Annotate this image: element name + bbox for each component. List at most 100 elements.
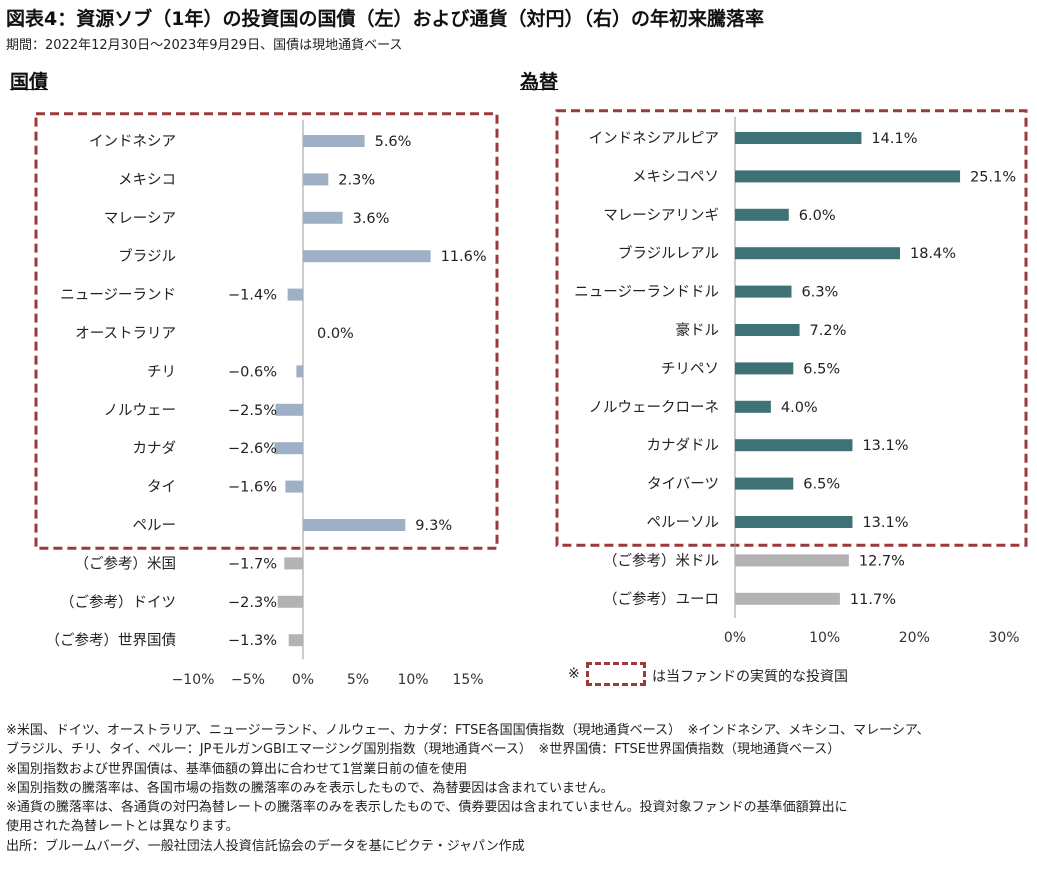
category-label: カナダドル	[647, 437, 720, 454]
category-label: インドネシアルピア	[589, 130, 719, 147]
bond-section-label: 国債	[10, 71, 49, 93]
legend-prefix: ※	[568, 666, 580, 682]
category-label: メキシコ	[118, 172, 176, 188]
bar	[274, 442, 303, 455]
bar	[735, 170, 961, 183]
category-label: ニュージーランドドル	[574, 285, 719, 301]
bar	[735, 362, 794, 375]
bar	[735, 439, 853, 452]
bar	[303, 211, 343, 224]
bar	[303, 519, 406, 531]
x-tick-label: 20%	[899, 630, 930, 646]
data-label: 7.2%	[810, 323, 847, 339]
bar	[735, 285, 792, 298]
bar	[735, 477, 794, 490]
fx-section-label: 為替	[520, 71, 559, 93]
highlight-box	[555, 109, 1028, 547]
x-tick-label: −5%	[231, 672, 265, 688]
footnote-line: 使用された為替レートとは異なります。	[6, 819, 239, 835]
data-label: 12.7%	[859, 553, 905, 569]
category-label: タイバーツ	[647, 476, 719, 493]
highlight-box	[34, 112, 499, 550]
bar	[284, 557, 303, 570]
data-label: −1.4%	[228, 288, 277, 304]
data-label: −2.6%	[228, 441, 277, 457]
data-label: 11.7%	[850, 592, 896, 608]
bar	[287, 288, 303, 301]
category-label: ニュージーランド	[60, 288, 176, 304]
footnote-line: 出所：ブルームバーグ、一般社団法人投資信託協会のデータを基にピクテ・ジャパン作成	[6, 838, 525, 854]
category-label: メキシコペソ	[632, 169, 719, 185]
x-tick-label: −10%	[172, 672, 215, 688]
category-label: マレーシア	[104, 211, 176, 227]
category-label: （ご参考）世界国債	[46, 632, 177, 649]
data-label: −2.5%	[228, 403, 277, 419]
bar	[303, 173, 329, 186]
x-tick-label: 10%	[809, 630, 840, 646]
bar	[735, 592, 840, 605]
footnote-line: ※国別指数の騰落率は、各国市場の指数の騰落率のみを表示したもので、為替要因は含ま…	[6, 780, 614, 796]
bar	[303, 250, 431, 263]
bar	[275, 403, 303, 416]
category-label: （ご参考）米国	[75, 555, 177, 572]
x-tick-label: 5%	[347, 672, 369, 688]
bar	[735, 132, 862, 144]
bar	[277, 595, 303, 608]
data-label: 6.5%	[803, 477, 840, 493]
x-tick-label: 10%	[397, 672, 428, 688]
footnotes: ※米国、ドイツ、オーストラリア、ニュージーランド、ノルウェー、カナダ：FTSE各…	[6, 721, 1034, 856]
x-tick-label: 0%	[724, 630, 746, 646]
category-label: ブラジル	[118, 247, 176, 265]
footnote-line: ※米国、ドイツ、オーストラリア、ニュージーランド、ノルウェー、カナダ：FTSE各…	[6, 723, 930, 738]
chart-period: 期間：2022年12月30日～2023年9月29日、国債は現地通貨ベース	[6, 38, 403, 53]
data-label: 9.3%	[415, 518, 452, 534]
bar	[285, 480, 303, 493]
data-label: −2.3%	[228, 595, 277, 611]
category-label: タイ	[147, 479, 176, 496]
footnote-line: ブラジル、チリ、タイ、ペルー：JPモルガンGBIエマージング国別指数（現地通貨ベ…	[6, 742, 841, 758]
category-label: カナダ	[133, 440, 177, 457]
category-label: ペルー	[133, 518, 177, 534]
x-tick-label: 30%	[988, 630, 1019, 646]
category-label: ノルウェー	[104, 402, 177, 419]
data-label: 25.1%	[970, 169, 1016, 185]
bar	[735, 400, 771, 413]
x-tick-label: 15%	[452, 672, 483, 688]
bar	[735, 247, 900, 260]
bar	[303, 135, 365, 147]
data-label: −1.3%	[228, 633, 277, 649]
category-label: ブラジルレアル	[618, 244, 719, 262]
category-label: チリ	[147, 364, 176, 380]
data-label: 13.1%	[862, 515, 908, 531]
data-label: −1.6%	[228, 480, 277, 496]
bar	[735, 516, 853, 528]
footnote-line: ※国別指数および世界国債は、基準価額の算出に合わせて1営業日前の値を使用	[6, 761, 468, 777]
category-label: ペルーソル	[647, 515, 720, 531]
data-label: 4.0%	[781, 400, 818, 416]
data-label: 0.0%	[317, 326, 354, 342]
page-title: 図表4：資源ソブ（1年）の投資国の国債（左）および通貨（対円）（右）の年初来騰落…	[6, 8, 764, 30]
bar	[288, 634, 303, 647]
category-label: ノルウェークローネ	[589, 399, 720, 416]
category-label: チリペソ	[661, 361, 719, 377]
data-label: 2.3%	[338, 172, 375, 188]
data-label: 11.6%	[441, 249, 487, 265]
data-label: 18.4%	[910, 246, 956, 262]
category-label: （ご参考）米ドル	[603, 552, 719, 569]
legend-dashed-box-icon	[586, 662, 646, 686]
bar	[735, 554, 849, 567]
bar	[735, 208, 789, 221]
data-label: −0.6%	[228, 364, 277, 380]
data-label: 13.1%	[862, 438, 908, 454]
data-label: 14.1%	[871, 131, 917, 147]
category-label: マレーシアリンギ	[603, 207, 719, 224]
data-label: −1.7%	[228, 556, 277, 572]
data-label: 6.0%	[799, 208, 836, 224]
data-label: 6.5%	[803, 361, 840, 377]
bar	[735, 324, 800, 336]
x-tick-label: 0%	[292, 672, 314, 688]
data-label: 5.6%	[375, 134, 412, 150]
category-label: オーストラリア	[75, 326, 176, 342]
